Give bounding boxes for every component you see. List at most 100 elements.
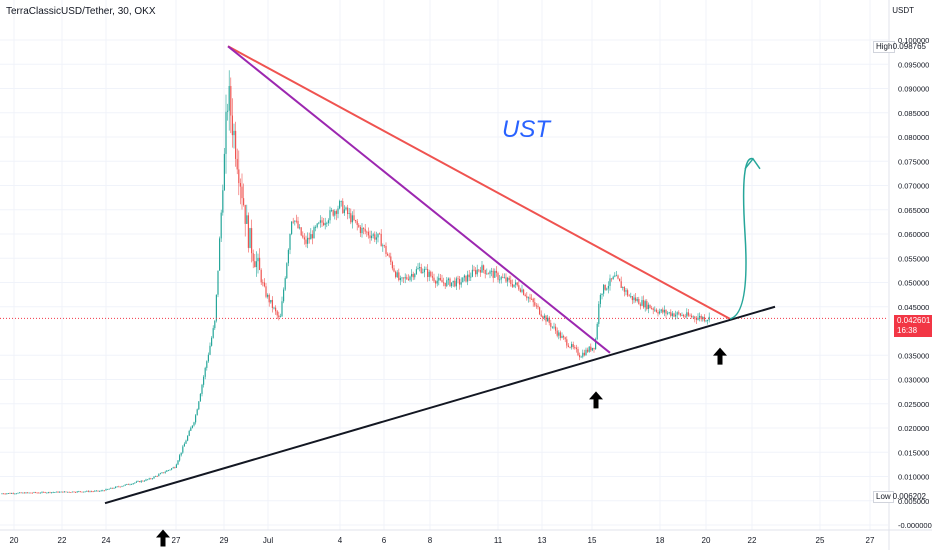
purple-resistance-line (227, 45, 611, 354)
candle-body (7, 493, 9, 494)
x-tick-label: 27 (866, 536, 875, 545)
candle-body (193, 422, 195, 426)
y-tick-label: 0.060000 (898, 230, 929, 239)
candle-body (83, 491, 85, 493)
candle-body (487, 273, 489, 275)
candle-body (593, 347, 595, 350)
price-axis[interactable]: 0.100000 0.095000 0.090000 0.085000 0.080000… (898, 36, 932, 530)
candle-body (527, 297, 529, 299)
candle-body (339, 201, 341, 209)
candle-body (387, 253, 389, 256)
candle-body (491, 270, 493, 272)
candle-body (447, 278, 449, 281)
candle-body (415, 269, 417, 274)
candle-body (516, 282, 518, 286)
candle-body (148, 478, 150, 480)
x-tick-label: 22 (748, 536, 757, 545)
candle-body (279, 316, 281, 318)
candle-body (367, 231, 369, 236)
candle-body (36, 492, 38, 494)
candle-body (127, 483, 129, 485)
candle-body (395, 271, 397, 278)
x-tick-label: 20 (10, 536, 19, 545)
candle-body (3, 493, 5, 495)
candle-body (433, 277, 435, 282)
candle-body (1, 493, 3, 495)
candle-body (140, 480, 142, 483)
candle-body (147, 479, 149, 481)
candle-body (62, 491, 64, 493)
candle-body (265, 286, 267, 297)
support-line (104, 305, 776, 505)
candle-body (638, 298, 640, 305)
candle-body (569, 346, 571, 348)
candle-body (654, 309, 656, 311)
candle-body (619, 278, 621, 282)
candle-body (422, 272, 424, 274)
candle-body (620, 281, 622, 288)
candle-body (65, 491, 67, 493)
candle-body (171, 468, 173, 470)
candle-body (263, 282, 265, 287)
candle-body (446, 280, 448, 287)
candle-body (271, 299, 273, 308)
candle-body (452, 280, 454, 283)
candle-body (268, 294, 270, 303)
candle-body (124, 484, 126, 486)
candle-body (692, 316, 694, 318)
candle-body (243, 198, 245, 206)
candle-body (651, 308, 653, 310)
candle-body (358, 224, 360, 227)
candle-body (457, 278, 459, 280)
candle-body (540, 314, 542, 317)
candle-body (604, 284, 606, 290)
candle-body (225, 111, 227, 154)
candle-body (254, 261, 256, 268)
x-tick-label: 4 (338, 536, 343, 545)
candle-body (475, 270, 477, 275)
candle-body (414, 273, 416, 278)
candle-body (151, 478, 153, 480)
candle-body (262, 282, 264, 284)
candle-body (439, 277, 441, 280)
candle-body (340, 201, 342, 202)
candle-body (396, 272, 398, 278)
candle-body (703, 316, 705, 321)
candle-body (215, 294, 217, 321)
candle-body (684, 316, 686, 318)
candle-body (436, 280, 438, 284)
candle-body (523, 289, 525, 295)
candle-body (174, 467, 176, 469)
candle-body (255, 261, 257, 268)
candle-body (217, 270, 219, 295)
candle-body (278, 315, 280, 318)
candle-body (537, 305, 539, 308)
candle-body (78, 491, 80, 493)
candle-body (510, 279, 512, 285)
candle-body (294, 220, 296, 222)
candle-body (596, 323, 598, 340)
candle-body (399, 278, 401, 281)
candle-body (449, 278, 451, 287)
candle-body (273, 307, 275, 309)
candle-body (406, 277, 408, 279)
candle-body (204, 367, 206, 377)
candle-body (558, 332, 560, 336)
y-tick-label: 0.095000 (898, 60, 929, 69)
candle-body (492, 270, 494, 278)
candle-body (353, 215, 355, 220)
candle-body (212, 328, 214, 338)
candle-body (206, 361, 208, 368)
candle-body (38, 492, 40, 494)
candle-body (601, 293, 603, 295)
candle-body (123, 485, 125, 487)
candle-body (614, 275, 616, 277)
candle-body (182, 446, 184, 453)
candle-body (257, 257, 259, 262)
candle-body (199, 393, 201, 402)
candle-body (116, 486, 118, 488)
time-axis[interactable]: 20 22 24 27 29 Jul 4 6 8 11 13 15 18 20 22 25 27 (10, 536, 875, 545)
candle-body (393, 268, 395, 272)
candle-body (150, 478, 152, 480)
